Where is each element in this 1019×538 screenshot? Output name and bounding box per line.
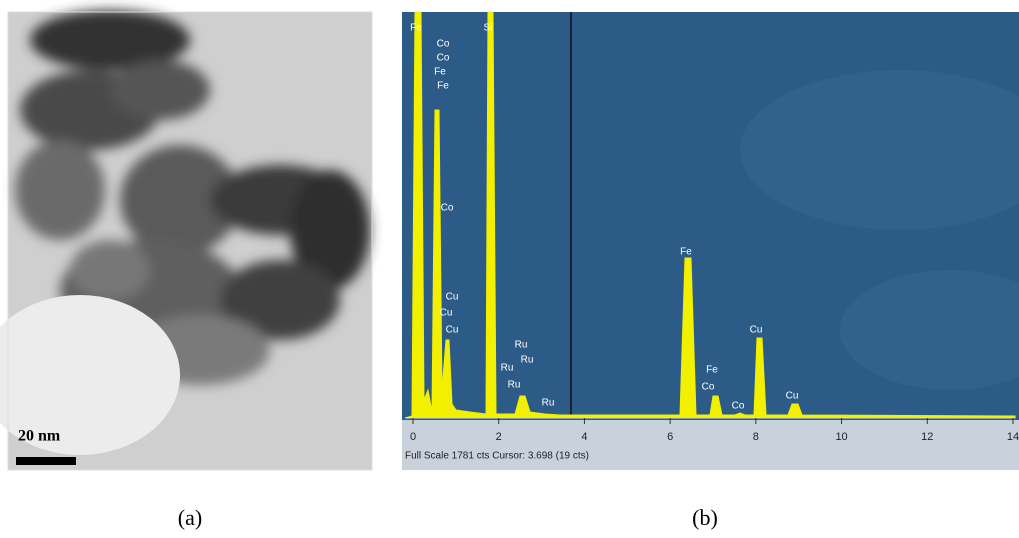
- peak-label: Ru: [508, 380, 521, 391]
- peak-label: Fe: [434, 67, 446, 78]
- peak-label: Ru: [521, 355, 534, 366]
- peak-label: Cu: [750, 325, 763, 336]
- eds-spectrum: Full Scale 1781 cts Cursor: 3.698 (19 ct…: [402, 11, 1019, 470]
- spectrum-trace: [404, 11, 1016, 419]
- status-text: Full Scale 1781 cts Cursor: 3.698 (19 ct…: [405, 451, 589, 462]
- peak-label: Cu: [446, 292, 459, 303]
- caption: (a): [178, 505, 202, 530]
- tem-image: 20 nm: [0, 10, 373, 471]
- peak-label: Fe: [680, 247, 692, 258]
- x-tick-label: 8: [753, 431, 759, 443]
- peak-label: Co: [441, 203, 454, 214]
- x-tick-label: 12: [921, 431, 933, 443]
- peak-label: Co: [437, 39, 450, 50]
- peak-label: Ru: [501, 363, 514, 374]
- peak-label: Cu: [446, 325, 459, 336]
- scale-bar-label: 20 nm: [18, 428, 61, 445]
- x-tick-label: 6: [667, 431, 673, 443]
- peak-label: Cu: [786, 391, 799, 402]
- peak-label: Ru: [542, 398, 555, 409]
- peak-label: Co: [437, 53, 450, 64]
- x-tick-label: 4: [581, 431, 587, 443]
- x-tick-label: 14: [1007, 431, 1019, 443]
- x-tick-label: 2: [496, 431, 502, 443]
- peak-label: Ru: [515, 340, 528, 351]
- peak-label: Fe: [437, 81, 449, 92]
- peak-label: Co: [702, 382, 715, 393]
- peak-label: Fe: [410, 23, 422, 34]
- scale-bar: [16, 457, 76, 465]
- peak-label: Si: [484, 23, 493, 34]
- x-tick-label: 0: [410, 431, 416, 443]
- x-tick-label: 10: [835, 431, 847, 443]
- caption: (b): [692, 505, 718, 530]
- peak-label: Fe: [706, 365, 718, 376]
- peak-label: Cu: [440, 308, 453, 319]
- peak-label: Co: [732, 401, 745, 412]
